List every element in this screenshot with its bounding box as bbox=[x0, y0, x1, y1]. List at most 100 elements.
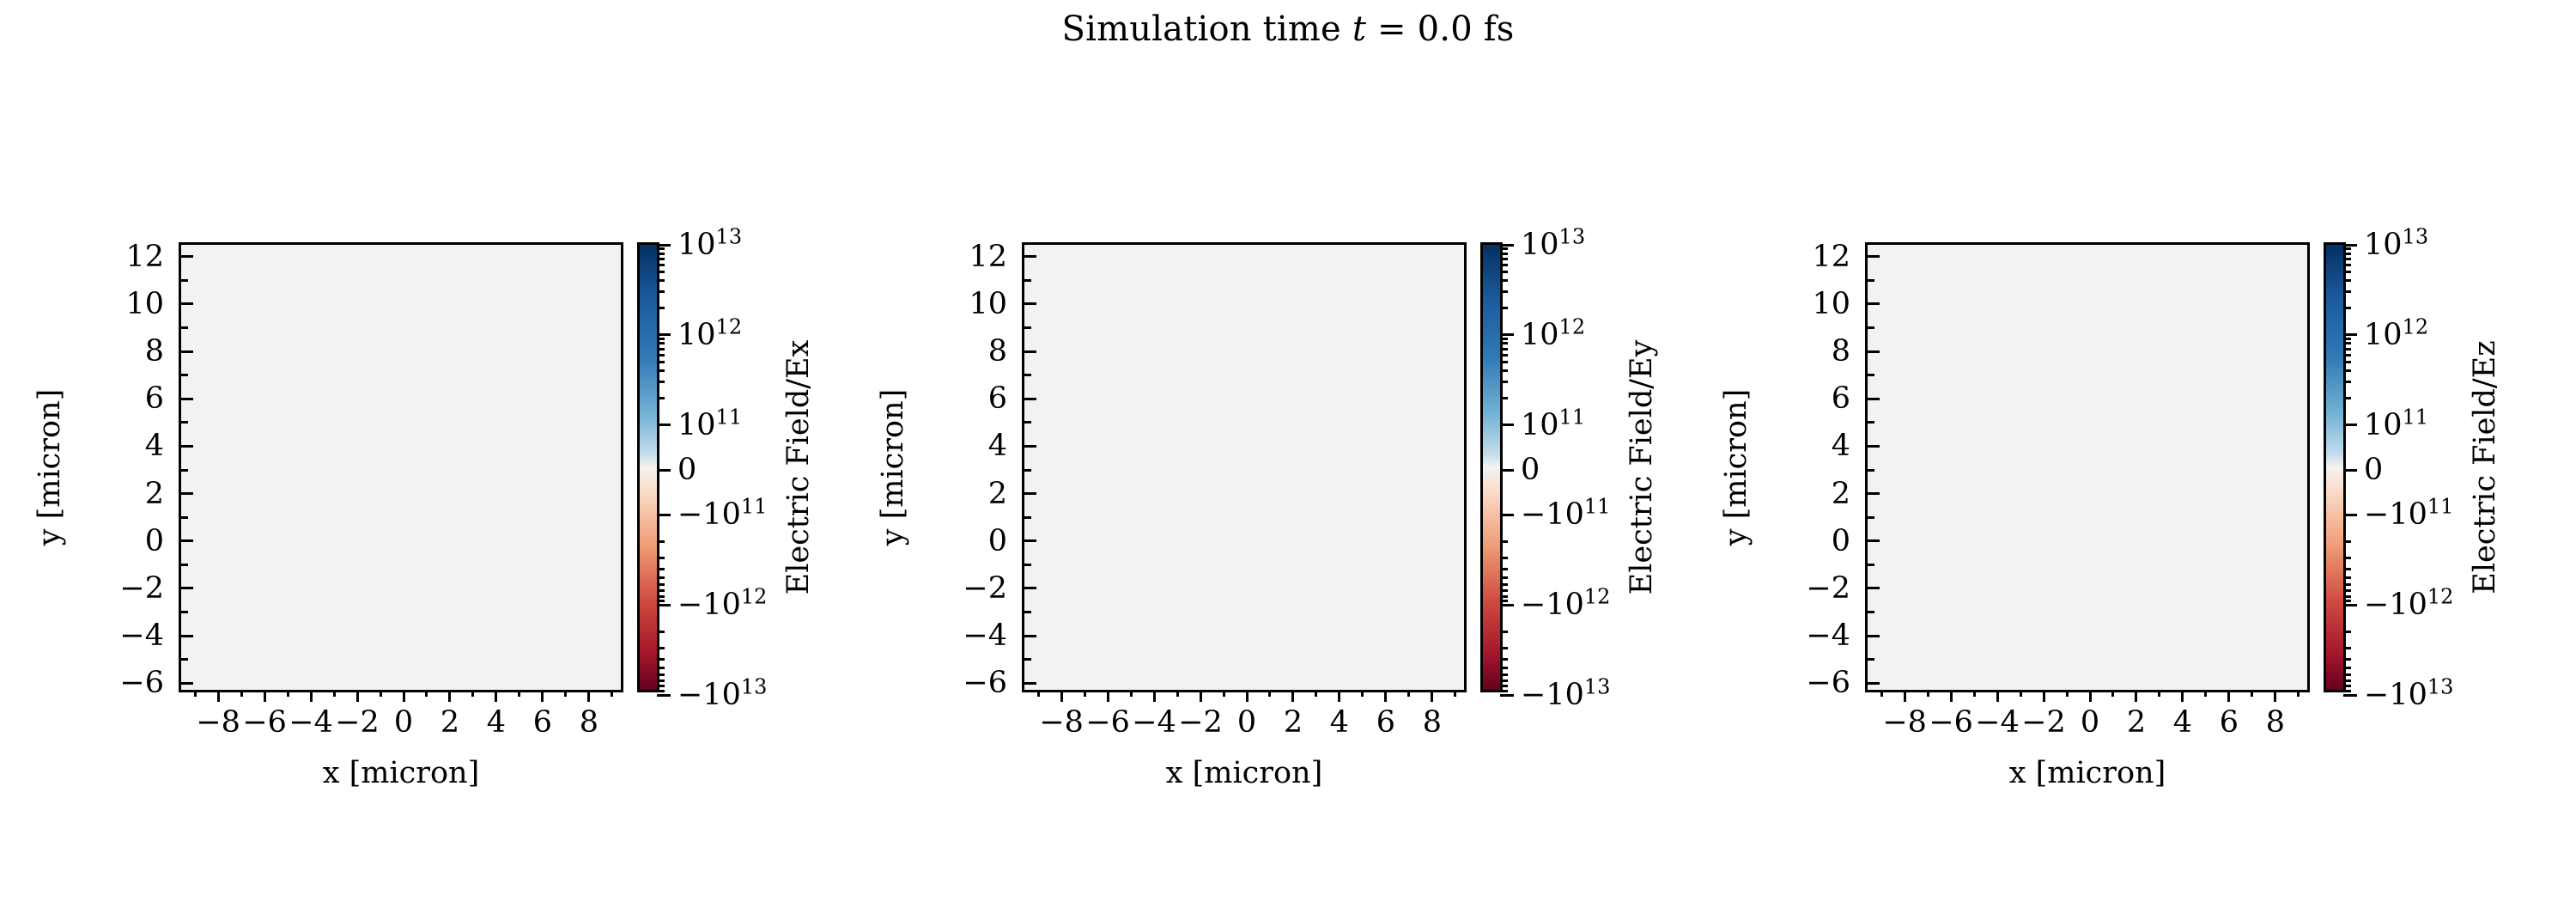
tick-mark bbox=[1868, 397, 1880, 400]
colorbar-tick-label: 1011 bbox=[677, 404, 743, 442]
colorbar-ex[interactable]: 1013 1012 1011 0 −1011 −1012 −1013 bbox=[637, 226, 767, 712]
tick-mark bbox=[2158, 690, 2161, 697]
tick-mark bbox=[657, 396, 665, 399]
colorbar-tick-label: −1012 bbox=[1521, 584, 1611, 623]
tick-mark bbox=[2343, 381, 2351, 384]
tick-mark bbox=[263, 690, 266, 702]
suptitle-equation: = 0.0 fs bbox=[1366, 9, 1515, 49]
y-tick-label: −4 bbox=[963, 619, 1007, 654]
tick-mark bbox=[1868, 587, 1880, 590]
colorbar-tick-label: 1012 bbox=[1521, 314, 1586, 352]
tick-mark bbox=[181, 563, 188, 566]
tick-mark bbox=[1500, 689, 1508, 692]
tick-mark bbox=[1245, 690, 1249, 702]
tick-mark bbox=[2343, 583, 2351, 587]
y-tick-label: 12 bbox=[969, 239, 1007, 274]
tick-mark bbox=[181, 255, 193, 259]
tick-mark bbox=[181, 350, 193, 353]
tick-mark bbox=[1024, 326, 1031, 330]
tick-mark bbox=[1996, 690, 1999, 702]
tick-mark bbox=[1024, 468, 1031, 472]
y-tick-label: 6 bbox=[144, 381, 164, 417]
tick-mark bbox=[2343, 666, 2351, 669]
colorbar-tick-label: −1013 bbox=[2364, 674, 2454, 712]
tick-mark bbox=[2343, 693, 2357, 697]
tick-mark bbox=[1500, 338, 1508, 341]
tick-mark bbox=[2343, 556, 2351, 559]
x-tick-label: −6 bbox=[1085, 705, 1130, 740]
tick-mark bbox=[1036, 690, 1040, 697]
tick-mark bbox=[495, 690, 498, 702]
tick-mark bbox=[657, 594, 665, 598]
x-axis-label: x [micron] bbox=[1165, 756, 1323, 790]
y-tick-label: 0 bbox=[987, 523, 1007, 558]
tick-mark bbox=[1106, 690, 1109, 702]
tick-mark bbox=[181, 468, 188, 472]
tick-mark bbox=[2135, 690, 2138, 702]
x-tick-label: 2 bbox=[440, 705, 460, 740]
tick-mark bbox=[2343, 247, 2351, 251]
tick-mark bbox=[1024, 515, 1031, 519]
tick-mark bbox=[657, 685, 665, 688]
tick-mark bbox=[2343, 306, 2351, 309]
tick-mark bbox=[1083, 690, 1086, 697]
x-tick-label: 8 bbox=[2265, 705, 2285, 740]
tick-mark bbox=[1868, 374, 1874, 377]
tick-mark bbox=[1926, 690, 1929, 697]
plot-area-ez[interactable]: −6 −4 −2 0 2 4 6 8 10 12 −8 −6 −4 −2 0 2 4 6 8 bbox=[1806, 240, 2310, 740]
x-tick-label: 2 bbox=[2126, 705, 2147, 740]
tick-mark bbox=[286, 690, 289, 697]
tick-mark bbox=[181, 587, 193, 590]
colorbar-tick-label: 1012 bbox=[2364, 314, 2429, 352]
tick-mark bbox=[402, 690, 405, 702]
colorbar-tick-label: 1011 bbox=[2364, 404, 2429, 442]
tick-mark bbox=[1949, 690, 1953, 702]
heatmap-image-ey bbox=[1024, 245, 1464, 690]
x-tick-label: 0 bbox=[1236, 705, 1257, 740]
tick-mark bbox=[2343, 646, 2351, 649]
colorbar-ey[interactable]: 1013 1012 1011 0 −1011 −1012 −1013 bbox=[1480, 226, 1610, 712]
tick-mark bbox=[2343, 279, 2351, 283]
y-tick-label: 0 bbox=[1831, 523, 1850, 558]
x-axis-label: x [micron] bbox=[322, 756, 480, 790]
y-tick-label: 8 bbox=[144, 334, 164, 369]
tick-mark bbox=[1500, 468, 1514, 472]
x-tick-label: 6 bbox=[1376, 705, 1396, 740]
tick-mark bbox=[657, 252, 665, 255]
x-tick-label: −6 bbox=[1929, 705, 1973, 740]
tick-mark bbox=[1972, 690, 1976, 697]
tick-mark bbox=[657, 689, 665, 692]
colorbar-ez[interactable]: 1013 1012 1011 0 −1011 −1012 −1013 bbox=[2324, 226, 2453, 712]
tick-mark bbox=[1024, 634, 1036, 637]
x-tick-label: 4 bbox=[2172, 705, 2193, 740]
tick-mark bbox=[1024, 278, 1031, 282]
tick-mark bbox=[657, 556, 665, 559]
y-tick-label: 2 bbox=[987, 476, 1007, 511]
tick-mark bbox=[1868, 492, 1880, 496]
tick-mark bbox=[1500, 424, 1514, 427]
colorbar-gradient bbox=[1483, 245, 1500, 690]
plot-area-ex[interactable]: −6 −4 −2 0 2 4 6 8 10 12 −8 −6 −4 −2 0 2 4 6 8 bbox=[119, 240, 623, 740]
y-tick-label: −6 bbox=[119, 666, 164, 701]
tick-mark bbox=[181, 374, 188, 377]
tick-mark bbox=[181, 492, 193, 496]
tick-mark bbox=[1500, 263, 1508, 266]
y-tick-label: −2 bbox=[119, 570, 164, 606]
tick-mark bbox=[657, 279, 665, 283]
x-tick-label: −8 bbox=[1882, 705, 1927, 740]
plot-area-ey[interactable]: −6 −4 −2 0 2 4 6 8 10 12 −8 −6 −4 −2 0 2 4 6 8 bbox=[963, 240, 1467, 740]
tick-mark bbox=[1024, 374, 1031, 377]
colorbar-tick-label: 1012 bbox=[677, 314, 743, 352]
tick-mark bbox=[379, 690, 382, 697]
tick-mark bbox=[2343, 252, 2351, 255]
panel-ez: −6 −4 −2 0 2 4 6 8 10 12 −8 −6 −4 −2 0 2 4 6 8 y [micron] x … bbox=[1719, 224, 2502, 790]
tick-mark bbox=[1500, 680, 1508, 683]
tick-mark bbox=[181, 444, 193, 448]
tick-mark bbox=[657, 290, 665, 294]
tick-mark bbox=[1500, 685, 1508, 688]
y-tick-label: 4 bbox=[144, 429, 164, 464]
tick-mark bbox=[611, 690, 614, 697]
colorbar-gradient bbox=[2326, 245, 2343, 690]
tick-mark bbox=[2343, 271, 2351, 274]
